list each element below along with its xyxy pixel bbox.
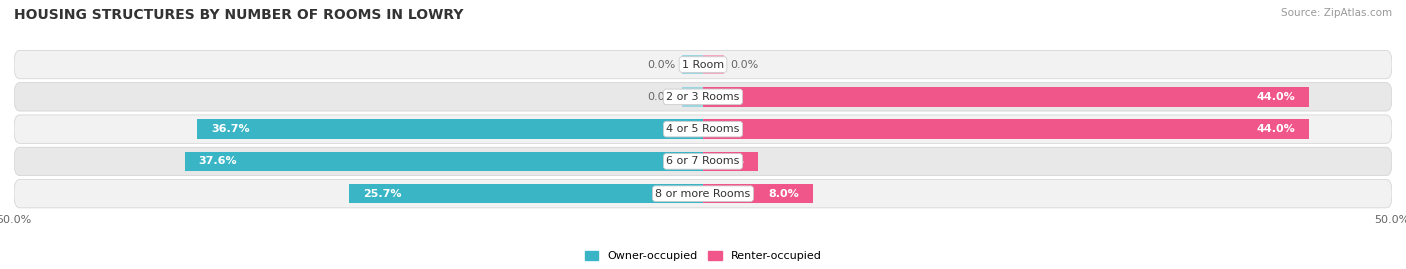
Text: 0.0%: 0.0% xyxy=(647,59,675,70)
Bar xyxy=(186,152,703,171)
FancyBboxPatch shape xyxy=(14,179,1392,208)
FancyBboxPatch shape xyxy=(14,50,1392,79)
FancyBboxPatch shape xyxy=(14,147,1392,176)
Text: 6 or 7 Rooms: 6 or 7 Rooms xyxy=(666,156,740,167)
Text: 44.0%: 44.0% xyxy=(1257,92,1295,102)
Bar xyxy=(197,119,703,139)
Text: 1 Room: 1 Room xyxy=(682,59,724,70)
Bar xyxy=(703,184,813,203)
Bar xyxy=(682,87,703,107)
Bar xyxy=(703,55,724,74)
Bar xyxy=(349,184,703,203)
Text: 44.0%: 44.0% xyxy=(1257,124,1295,134)
Bar xyxy=(703,119,1309,139)
Text: HOUSING STRUCTURES BY NUMBER OF ROOMS IN LOWRY: HOUSING STRUCTURES BY NUMBER OF ROOMS IN… xyxy=(14,8,464,22)
Text: 37.6%: 37.6% xyxy=(198,156,238,167)
Text: 2 or 3 Rooms: 2 or 3 Rooms xyxy=(666,92,740,102)
Text: 8 or more Rooms: 8 or more Rooms xyxy=(655,189,751,199)
Legend: Owner-occupied, Renter-occupied: Owner-occupied, Renter-occupied xyxy=(581,246,825,266)
Bar xyxy=(682,55,703,74)
FancyBboxPatch shape xyxy=(14,115,1392,143)
Text: 4.0%: 4.0% xyxy=(713,156,744,167)
Text: 0.0%: 0.0% xyxy=(647,92,675,102)
Text: 8.0%: 8.0% xyxy=(769,189,800,199)
Text: Source: ZipAtlas.com: Source: ZipAtlas.com xyxy=(1281,8,1392,18)
FancyBboxPatch shape xyxy=(14,83,1392,111)
Bar xyxy=(703,152,758,171)
Text: 0.0%: 0.0% xyxy=(731,59,759,70)
Text: 25.7%: 25.7% xyxy=(363,189,401,199)
Bar xyxy=(703,87,1309,107)
Text: 36.7%: 36.7% xyxy=(211,124,250,134)
Text: 4 or 5 Rooms: 4 or 5 Rooms xyxy=(666,124,740,134)
